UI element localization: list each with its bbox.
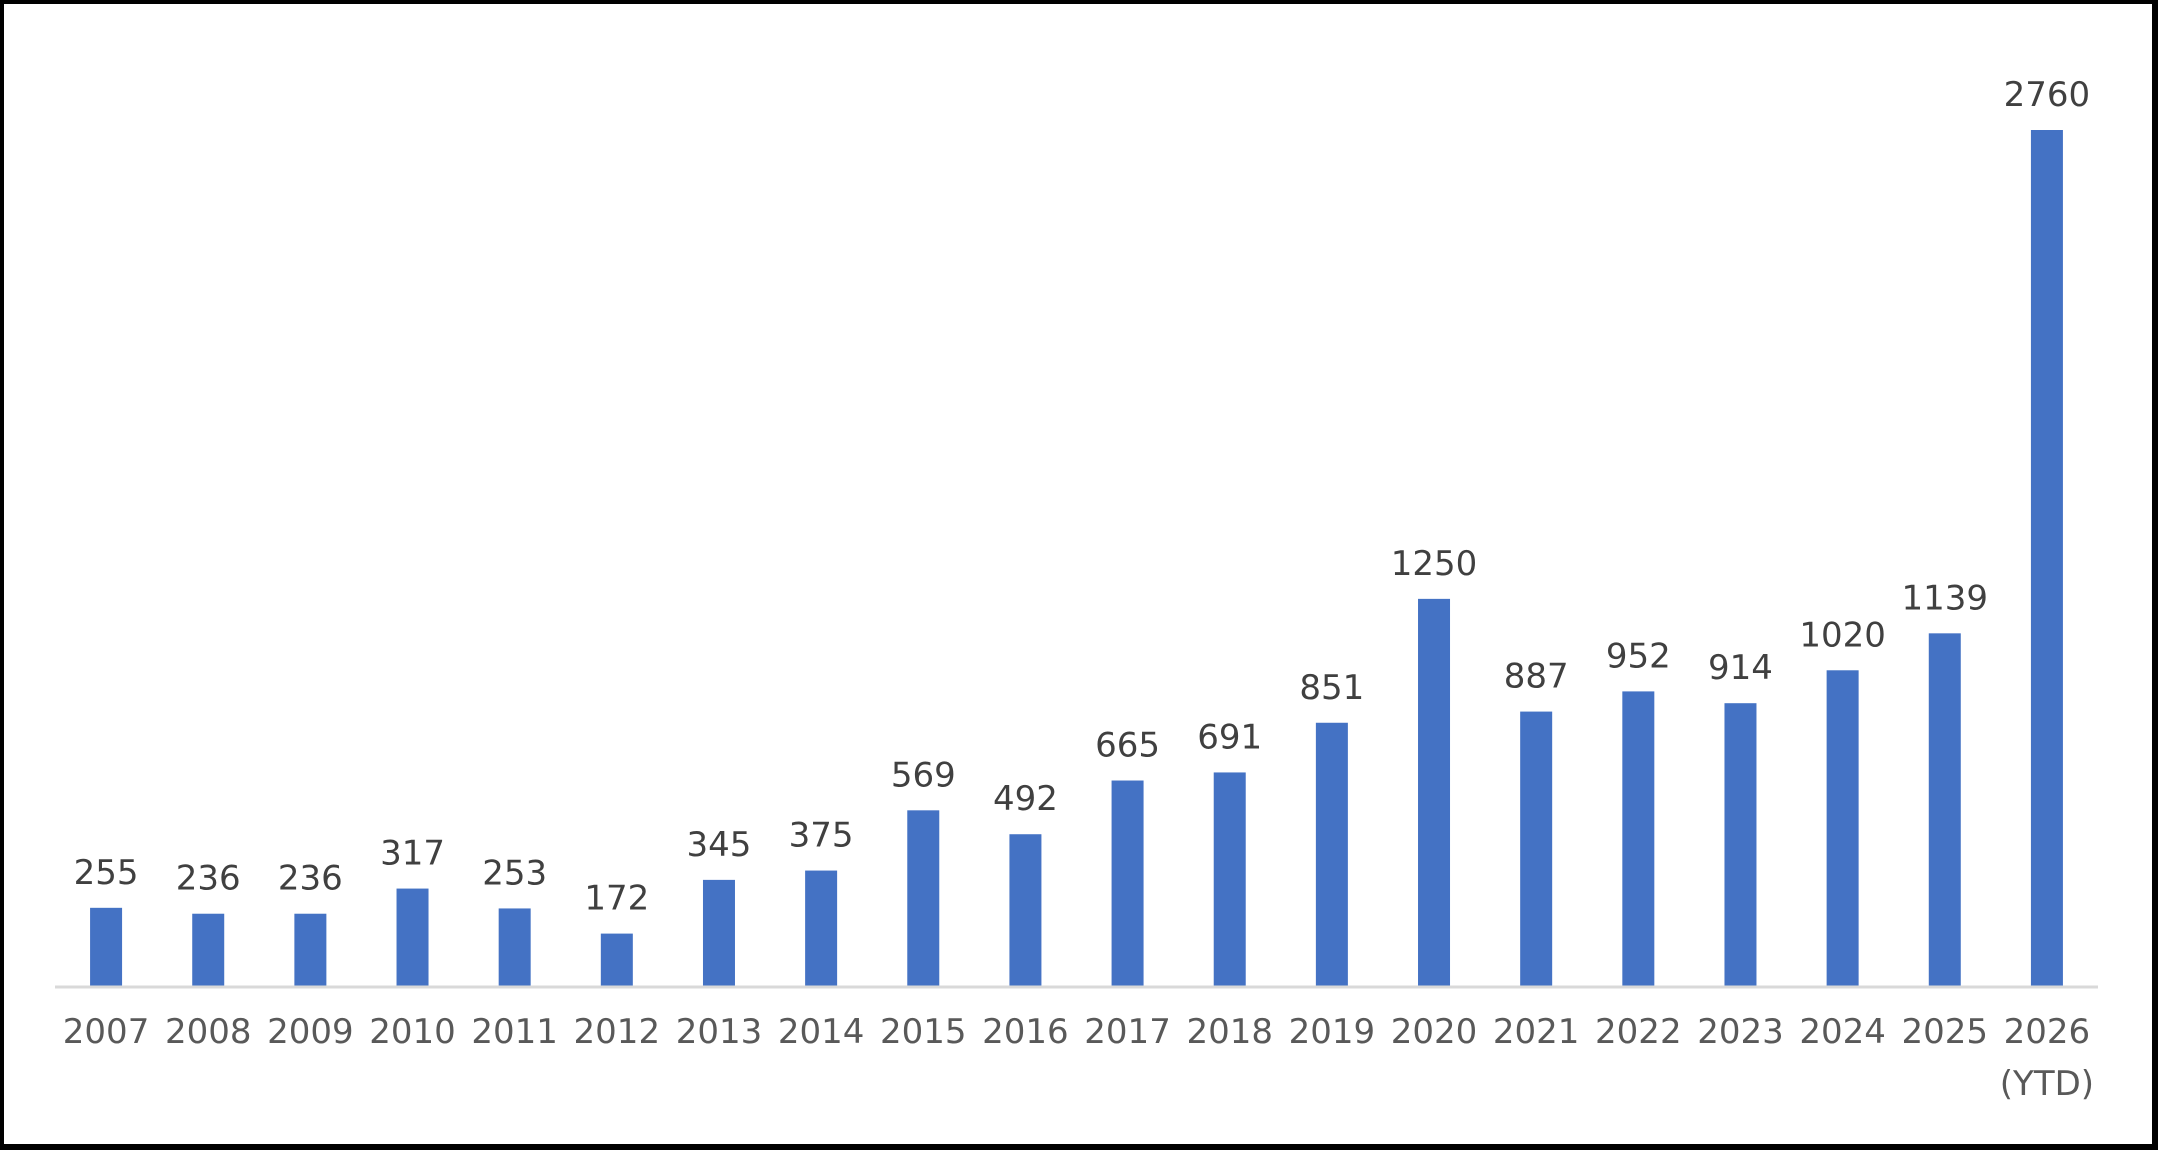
bar-2019: [1315, 722, 1348, 987]
bar-2024: [1826, 670, 1859, 987]
bar-2009: [294, 913, 327, 987]
bar-2026: [2030, 130, 2063, 987]
bar-chart: 255 236 236 317 253 172 345 375 569 492 665 691 851 1…: [55, 75, 2098, 1104]
data-labels-group: 255 236 236 317 253 172 345 375 569 492 665 691 851 1…: [74, 75, 2091, 919]
x-tick-label-2012: 2012: [574, 1012, 661, 1052]
bar-2021: [1520, 711, 1553, 987]
data-label-2011: 253: [482, 853, 547, 893]
x-tick-label-2011: 2011: [471, 1012, 558, 1052]
data-label-2009: 236: [278, 859, 343, 899]
bar-2017: [1111, 780, 1144, 987]
bar-2020: [1418, 598, 1451, 987]
bar-2016: [1009, 834, 1042, 987]
x-tick-label-2025: 2025: [1902, 1012, 1989, 1052]
bar-2012: [600, 933, 633, 987]
x-tick-label-2026: 2026 (YTD): [2000, 1012, 2094, 1104]
x-tick-label-2023: 2023: [1697, 1012, 1784, 1052]
data-label-2018: 691: [1197, 717, 1262, 757]
data-label-2024: 1020: [1799, 615, 1886, 655]
data-label-2025: 1139: [1902, 578, 1989, 618]
bar-2023: [1724, 703, 1757, 987]
x-tick-label-2013: 2013: [676, 1012, 763, 1052]
bar-2013: [702, 879, 735, 987]
x-tick-label-2021: 2021: [1493, 1012, 1580, 1052]
data-label-2023: 914: [1708, 648, 1773, 688]
data-label-2007: 255: [74, 853, 139, 893]
x-tick-label-2018: 2018: [1186, 1012, 1273, 1052]
data-label-2019: 851: [1299, 668, 1364, 708]
data-label-2021: 887: [1504, 657, 1569, 697]
bar-2011: [498, 908, 531, 987]
data-label-2008: 236: [176, 859, 241, 899]
data-label-2012: 172: [584, 879, 649, 919]
bar-2018: [1213, 772, 1246, 987]
x-tick-label-2015: 2015: [880, 1012, 967, 1052]
x-tick-label-2022: 2022: [1595, 1012, 1682, 1052]
data-label-2020: 1250: [1391, 544, 1478, 584]
data-label-2010: 317: [380, 834, 445, 874]
x-tick-label-2017: 2017: [1084, 1012, 1171, 1052]
x-tick-label-2008: 2008: [165, 1012, 252, 1052]
data-label-2014: 375: [789, 816, 854, 856]
data-label-2026: 2760: [2004, 75, 2091, 115]
x-tick-label-2016: 2016: [982, 1012, 1069, 1052]
x-tick-label-2007: 2007: [63, 1012, 150, 1052]
bar-2007: [90, 907, 123, 987]
bar-2015: [907, 810, 940, 987]
x-tick-label-2014: 2014: [778, 1012, 865, 1052]
x-tick-label-2019: 2019: [1289, 1012, 1376, 1052]
data-label-2022: 952: [1606, 636, 1671, 676]
data-label-2017: 665: [1095, 726, 1160, 766]
x-tick-label-2020: 2020: [1391, 1012, 1478, 1052]
bar-2014: [805, 870, 838, 987]
x-tick-label-2009: 2009: [267, 1012, 354, 1052]
data-label-2015: 569: [891, 755, 956, 795]
bar-2022: [1622, 691, 1655, 987]
x-tick-label-2010: 2010: [369, 1012, 456, 1052]
chart-frame: 255 236 236 317 253 172 345 375 569 492 665 691 851 1…: [4, 4, 2152, 1144]
bar-2025: [1928, 633, 1961, 987]
bars-group: [90, 130, 2063, 987]
data-label-2013: 345: [687, 825, 752, 865]
data-label-2016: 492: [993, 779, 1058, 819]
x-tick-labels-group: 2007 2008 2009 2010 2011 2012 2013 2014 2015 2016…: [63, 1012, 2094, 1104]
x-tick-label-2024: 2024: [1799, 1012, 1886, 1052]
bar-2010: [396, 888, 429, 987]
bar-2008: [192, 913, 225, 987]
